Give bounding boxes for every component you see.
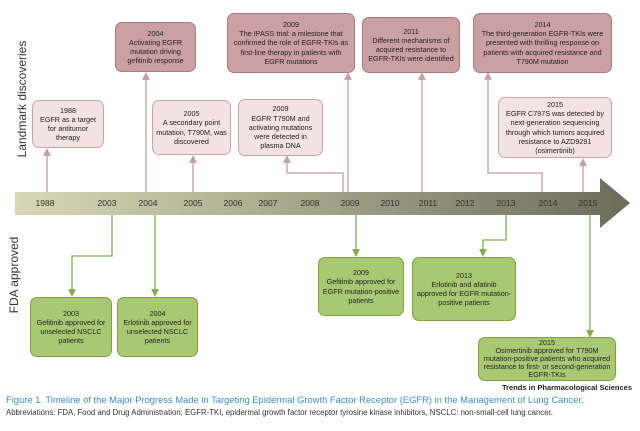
year-tick-2015: 2015	[578, 198, 598, 208]
fda-2009: 2009 Gefitinib approved for EGFR mutation…	[318, 257, 404, 316]
connector-2009-plasma	[283, 155, 344, 192]
year-tick-1988: 1988	[35, 198, 55, 208]
discovery-2004: 2004 Activating EGFR mutation driving gef…	[115, 22, 196, 72]
year-tick-2014: 2014	[538, 198, 558, 208]
fda-2015: 2015 Osimertinib approved for T790M mutat…	[478, 337, 616, 381]
year-tick-2005: 2005	[183, 198, 203, 208]
year-tick-2009: 2009	[340, 198, 360, 208]
source-label: Trends in Pharmacological Sciences	[501, 383, 632, 392]
year-tick-2006: 2006	[223, 198, 243, 208]
connector-2014	[484, 72, 543, 192]
year-tick-2012: 2012	[455, 198, 475, 208]
year-tick-2013: 2013	[496, 198, 516, 208]
landmark-discoveries-label: Landmark discoveries	[15, 40, 29, 158]
discovery-1988: 1988 EGFR as a target for antitumor thera…	[32, 100, 104, 148]
connector-fda-2003	[68, 215, 113, 297]
year-tick-2007: 2007	[258, 198, 278, 208]
abbreviations: Abbreviations: FDA, Food and Drug Admini…	[6, 408, 553, 417]
fda-2003: 2003 Gefitinib approved for unselected NS…	[30, 297, 112, 357]
year-tick-2011: 2011	[418, 198, 438, 208]
discovery-2009-plasma: 2009 EGFR T790M and activating mutations …	[238, 99, 323, 156]
year-tick-2003: 2003	[97, 198, 117, 208]
discovery-2015: 2015 EGFR C797S was detected by next-gene…	[498, 97, 612, 158]
timeline-arrow	[15, 178, 630, 228]
connector-fda-2013	[479, 215, 507, 257]
fda-approved-label: FDA approved	[7, 236, 21, 314]
discovery-2014: 2014 The third-generation EGFR-TKIs were …	[473, 13, 612, 73]
fda-2004: 2004 Erlotinib approved for unselected NS…	[117, 297, 198, 357]
fda-2013: 2013 Erlotinib and afatinib approved for …	[412, 257, 516, 321]
year-tick-2010: 2010	[380, 198, 400, 208]
year-tick-2008: 2008	[300, 198, 320, 208]
discovery-2011: 2011 Different mechanisms of acquired res…	[362, 17, 460, 73]
discovery-2005: 2005 A secondary point mutation, T790M, w…	[152, 100, 231, 155]
discovery-2009-ipass: 2009 The IPASS trial: a milestone that co…	[227, 13, 355, 73]
year-tick-2004: 2004	[138, 198, 158, 208]
figure-caption: Figure 1. Timeline of the Major Progress…	[6, 394, 584, 405]
